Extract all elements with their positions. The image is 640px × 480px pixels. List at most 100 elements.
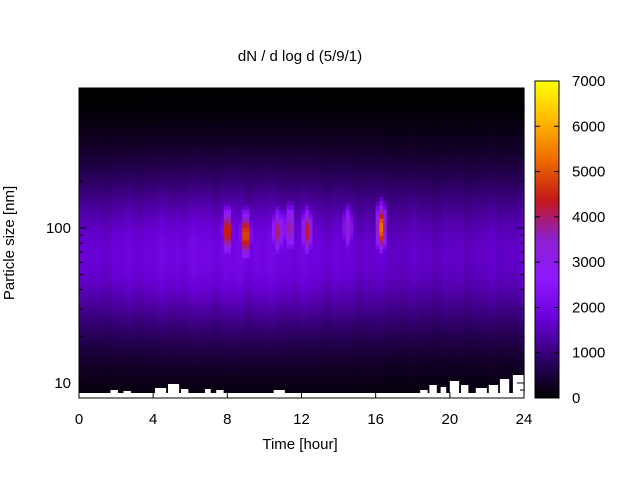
- heatmap-cell: [86, 358, 91, 364]
- heatmap-cell: [168, 275, 173, 281]
- heatmap-cell: [108, 345, 113, 351]
- heatmap-cell: [171, 157, 177, 163]
- heatmap-cell: [190, 336, 195, 342]
- heatmap-cell: [116, 336, 121, 342]
- heatmap-cell: [260, 358, 266, 364]
- heatmap-cell: [208, 332, 214, 337]
- heatmap-cell: [290, 179, 295, 185]
- heatmap-cell: [205, 236, 210, 242]
- heatmap-cell: [297, 275, 303, 281]
- heatmap-cell: [219, 179, 225, 185]
- heatmap-cell: [334, 201, 340, 207]
- heatmap-cell: [231, 196, 236, 202]
- heatmap-cell: [186, 144, 191, 150]
- heatmap-cell: [90, 292, 95, 298]
- heatmap-cell: [253, 201, 258, 207]
- heatmap-cell: [249, 262, 254, 268]
- heatmap-cell: [271, 332, 277, 337]
- heatmap-cell: [231, 183, 236, 189]
- heatmap-cell: [234, 114, 240, 120]
- heatmap-cell: [320, 253, 325, 259]
- heatmap-cell: [90, 179, 95, 185]
- heatmap-cell: [101, 205, 106, 211]
- heatmap-cell: [249, 244, 254, 250]
- heatmap-cell: [108, 149, 113, 154]
- heatmap-cell: [212, 249, 217, 255]
- heatmap-cell: [216, 149, 221, 154]
- heatmap-cell: [153, 166, 158, 172]
- heatmap-cell: [260, 96, 266, 102]
- heatmap-cell: [153, 157, 158, 163]
- heatmap-cell: [193, 327, 199, 333]
- heatmap-cell: [160, 362, 165, 368]
- heatmap-cell: [127, 262, 132, 268]
- heatmap-cell: [331, 314, 336, 320]
- heatmap-cell: [116, 310, 121, 316]
- heatmap-cell: [301, 332, 306, 337]
- heatmap-cell: [264, 358, 269, 364]
- heatmap-cell: [112, 179, 117, 185]
- heatmap-cell: [282, 266, 288, 272]
- heatmap-cell: [275, 127, 280, 133]
- heatmap-cell: [242, 301, 247, 307]
- heatmap-cell: [301, 253, 306, 259]
- heatmap-cell: [234, 375, 240, 381]
- heatmap-cell: [201, 336, 206, 342]
- heatmap-cell: [127, 310, 132, 316]
- heatmap-cell: [245, 162, 251, 168]
- heatmap-cell: [171, 214, 177, 220]
- heatmap-cell: [175, 345, 180, 351]
- heatmap-cell: [156, 105, 162, 111]
- heatmap-cell: [327, 275, 332, 281]
- heatmap-cell: [275, 240, 280, 246]
- heatmap-cell: [186, 362, 191, 368]
- heatmap-cell: [323, 240, 329, 246]
- heatmap-cell: [260, 362, 266, 368]
- heatmap-cell: [331, 109, 336, 115]
- heatmap-cell: [142, 131, 147, 137]
- heatmap-cell: [297, 358, 303, 364]
- heatmap-cell: [216, 379, 221, 385]
- heatmap-cell: [127, 236, 132, 242]
- heatmap-cell: [82, 323, 88, 329]
- heatmap-cell: [275, 236, 280, 242]
- heatmap-cell: [186, 162, 191, 168]
- heatmap-cell: [190, 318, 195, 324]
- heatmap-cell: [179, 157, 184, 163]
- heatmap-cell: [93, 301, 99, 307]
- heatmap-cell: [134, 297, 139, 303]
- heatmap-cell: [190, 266, 195, 272]
- heatmap-cell: [245, 88, 251, 93]
- heatmap-cell: [127, 114, 132, 120]
- heatmap-cell: [323, 340, 329, 346]
- heatmap-cell: [245, 349, 251, 355]
- heatmap-cell: [127, 201, 132, 207]
- heatmap-cell: [90, 305, 95, 311]
- heatmap-cell: [97, 183, 102, 189]
- heatmap-cell: [323, 188, 329, 194]
- heatmap-cell: [134, 162, 139, 168]
- heatmap-cell: [179, 153, 184, 159]
- heatmap-cell: [323, 144, 329, 150]
- heatmap-cell: [142, 366, 147, 372]
- heatmap-cell: [286, 109, 291, 115]
- heatmap-cell: [282, 205, 288, 211]
- heatmap-cell: [175, 257, 180, 263]
- heatmap-cell: [260, 253, 266, 259]
- heatmap-cell: [253, 275, 258, 281]
- heatmap-cell: [275, 349, 280, 355]
- heatmap-cell: [242, 275, 247, 281]
- heatmap-cell: [338, 362, 343, 368]
- heatmap-cell: [312, 340, 317, 346]
- heatmap-cell: [271, 140, 277, 146]
- heatmap-cell: [149, 109, 154, 115]
- heatmap-cell: [127, 292, 132, 298]
- heatmap-cell: [268, 388, 273, 394]
- heatmap-cell: [301, 297, 306, 303]
- heatmap-cell: [312, 144, 317, 150]
- heatmap-cell: [238, 384, 243, 390]
- heatmap-cell: [138, 170, 143, 176]
- heatmap-cell: [301, 349, 306, 355]
- heatmap-cell: [231, 292, 236, 298]
- heatmap-cell: [182, 127, 188, 133]
